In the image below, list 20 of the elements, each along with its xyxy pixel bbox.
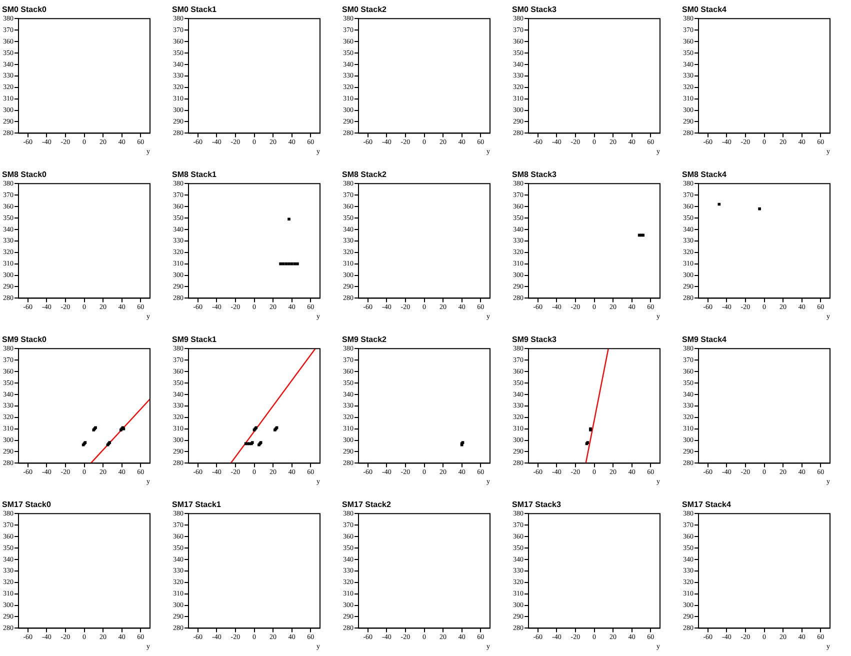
chart-title: SM8 Stack3 [512, 170, 558, 180]
chart-title: SM8 Stack2 [342, 170, 388, 180]
chart-title: SM0 Stack1 [172, 5, 218, 14]
chart-title: SM0 Stack4 [682, 5, 728, 14]
chart-title: SM9 Stack1 [172, 335, 218, 344]
chart-title: SM9 Stack4 [682, 335, 728, 344]
chart-title: SM0 Stack3 [512, 5, 558, 14]
chart-title: SM9 Stack0 [2, 335, 48, 344]
chart-title: SM9 Stack2 [342, 335, 388, 344]
chart-title: SM8 Stack1 [172, 170, 218, 180]
chart-title: SM17 Stack2 [342, 500, 392, 510]
chart-title: SM17 Stack3 [512, 500, 562, 510]
chart-title: SM8 Stack0 [2, 170, 48, 180]
chart-title: SM17 Stack4 [682, 500, 732, 510]
chart-title: SM9 Stack3 [512, 335, 558, 344]
chart-title: SM0 Stack2 [342, 5, 388, 14]
chart-title: SM17 Stack1 [172, 500, 222, 510]
chart-title: SM17 Stack0 [2, 500, 52, 510]
chart-title: SM0 Stack0 [2, 5, 48, 14]
chart-title: SM8 Stack4 [682, 170, 728, 180]
